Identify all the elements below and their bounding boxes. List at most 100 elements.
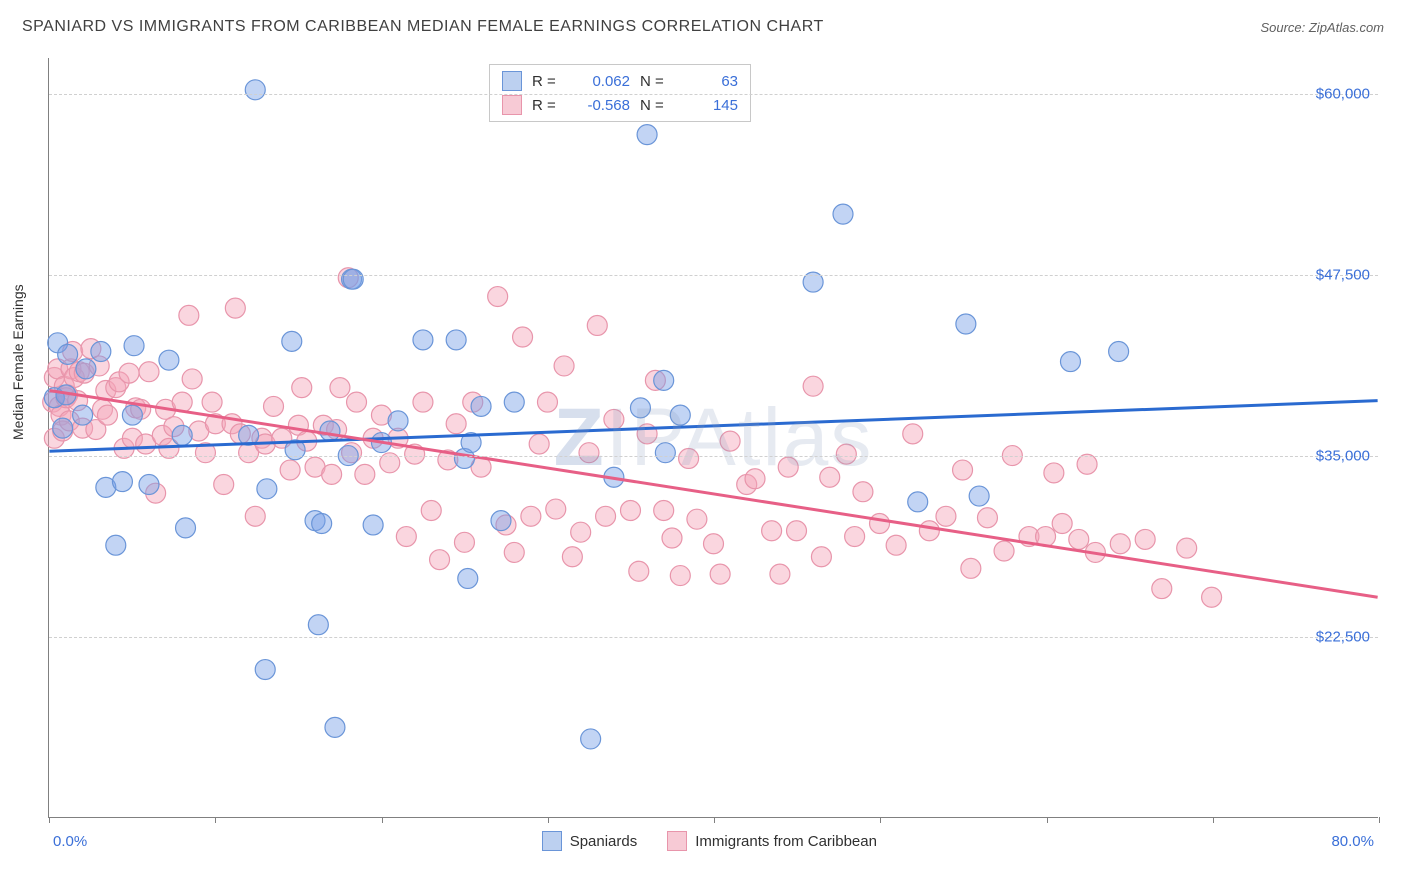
y-tick-label: $35,000	[1316, 448, 1370, 465]
x-tick	[714, 817, 715, 823]
data-point-spaniards	[255, 660, 275, 680]
data-point-caribbean	[97, 405, 117, 425]
data-point-spaniards	[956, 314, 976, 334]
x-tick	[548, 817, 549, 823]
stats-r-value-caribbean: -0.568	[570, 97, 630, 114]
data-point-spaniards	[112, 472, 132, 492]
data-point-caribbean	[720, 431, 740, 451]
data-point-caribbean	[1044, 463, 1064, 483]
data-point-caribbean	[119, 363, 139, 383]
x-tick	[49, 817, 50, 823]
data-point-spaniards	[504, 392, 524, 412]
data-point-caribbean	[762, 521, 782, 541]
x-max-label: 80.0%	[1331, 833, 1374, 850]
gridline-h	[49, 637, 1378, 638]
data-point-caribbean	[554, 356, 574, 376]
data-point-caribbean	[936, 506, 956, 526]
data-point-caribbean	[919, 521, 939, 541]
data-point-caribbean	[604, 409, 624, 429]
data-point-caribbean	[853, 482, 873, 502]
data-point-spaniards	[320, 421, 340, 441]
legend-square-caribbean	[502, 95, 522, 115]
data-point-spaniards	[73, 405, 93, 425]
data-point-spaniards	[908, 492, 928, 512]
source-label: Source: ZipAtlas.com	[1260, 20, 1384, 35]
gridline-h	[49, 456, 1378, 457]
data-point-spaniards	[308, 615, 328, 635]
data-point-caribbean	[355, 464, 375, 484]
data-point-caribbean	[953, 460, 973, 480]
data-point-caribbean	[778, 457, 798, 477]
x-tick	[382, 817, 383, 823]
stats-r-label: R =	[532, 73, 560, 90]
x-tick	[880, 817, 881, 823]
data-point-caribbean	[529, 434, 549, 454]
data-point-spaniards	[654, 370, 674, 390]
data-point-spaniards	[176, 518, 196, 538]
legend-square-caribbean-bottom	[667, 831, 687, 851]
data-point-spaniards	[458, 568, 478, 588]
data-point-spaniards	[124, 336, 144, 356]
data-point-caribbean	[571, 522, 591, 542]
gridline-h	[49, 275, 1378, 276]
data-point-caribbean	[770, 564, 790, 584]
data-point-caribbean	[994, 541, 1014, 561]
chart-plot-area: ZIPAtlas R = 0.062 N = 63 R = -0.568 N =…	[48, 58, 1378, 818]
data-point-spaniards	[1060, 352, 1080, 372]
stats-row-spaniards: R = 0.062 N = 63	[502, 69, 738, 93]
data-point-spaniards	[655, 443, 675, 463]
data-point-caribbean	[1202, 587, 1222, 607]
data-point-caribbean	[430, 550, 450, 570]
stats-r-value-spaniards: 0.062	[570, 73, 630, 90]
data-point-caribbean	[1110, 534, 1130, 554]
data-point-caribbean	[1135, 529, 1155, 549]
data-point-spaniards	[172, 425, 192, 445]
legend-item-caribbean: Immigrants from Caribbean	[667, 831, 877, 851]
data-point-caribbean	[596, 506, 616, 526]
data-point-spaniards	[245, 80, 265, 100]
data-point-caribbean	[654, 501, 674, 521]
data-point-caribbean	[521, 506, 541, 526]
data-point-caribbean	[537, 392, 557, 412]
data-point-caribbean	[264, 396, 284, 416]
data-point-caribbean	[886, 535, 906, 555]
legend-label-caribbean: Immigrants from Caribbean	[695, 833, 877, 850]
data-point-caribbean	[1069, 529, 1089, 549]
data-point-caribbean	[1077, 454, 1097, 474]
legend-square-spaniards	[502, 71, 522, 91]
data-point-caribbean	[870, 514, 890, 534]
data-point-caribbean	[745, 469, 765, 489]
data-point-caribbean	[280, 460, 300, 480]
data-point-caribbean	[513, 327, 533, 347]
gridline-h	[49, 94, 1378, 95]
data-point-caribbean	[662, 528, 682, 548]
data-point-caribbean	[670, 566, 690, 586]
data-point-caribbean	[629, 561, 649, 581]
data-point-spaniards	[969, 486, 989, 506]
data-point-caribbean	[396, 527, 416, 547]
data-point-spaniards	[58, 344, 78, 364]
data-point-spaniards	[637, 125, 657, 145]
x-tick	[215, 817, 216, 823]
data-point-caribbean	[322, 464, 342, 484]
data-point-caribbean	[179, 305, 199, 325]
stats-row-caribbean: R = -0.568 N = 145	[502, 93, 738, 117]
data-point-caribbean	[421, 501, 441, 521]
data-point-spaniards	[282, 331, 302, 351]
data-point-caribbean	[225, 298, 245, 318]
data-point-spaniards	[471, 396, 491, 416]
chart-svg	[49, 58, 1378, 817]
chart-title: SPANIARD VS IMMIGRANTS FROM CARIBBEAN ME…	[22, 18, 824, 36]
y-tick-label: $47,500	[1316, 267, 1370, 284]
stats-n-value-spaniards: 63	[678, 73, 738, 90]
data-point-caribbean	[182, 369, 202, 389]
data-point-caribbean	[710, 564, 730, 584]
x-tick	[1047, 817, 1048, 823]
data-point-caribbean	[845, 527, 865, 547]
data-point-caribbean	[1152, 579, 1172, 599]
stats-n-label: N =	[640, 97, 668, 114]
data-point-caribbean	[811, 547, 831, 567]
data-point-caribbean	[504, 542, 524, 562]
stats-n-label: N =	[640, 73, 668, 90]
data-point-spaniards	[312, 514, 332, 534]
